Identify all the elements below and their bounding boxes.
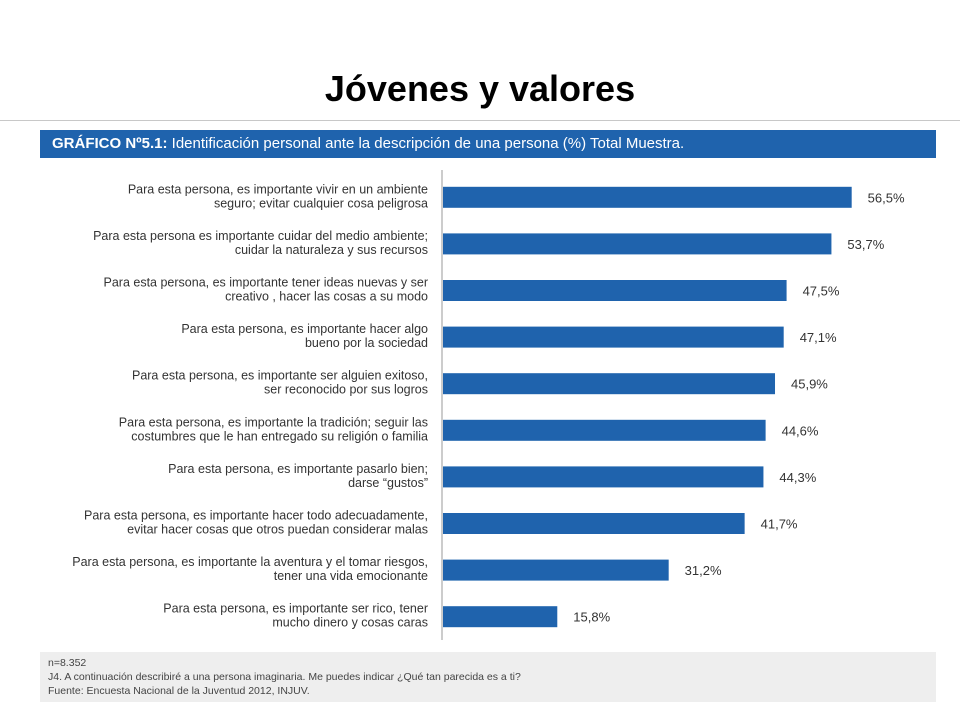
category-label: Para esta persona, es importante hacer a… — [181, 322, 428, 336]
bar — [443, 419, 766, 441]
category-label: Para esta persona, es importante vivir e… — [128, 182, 428, 196]
value-label: 45,9% — [791, 377, 828, 392]
value-label: 53,7% — [847, 237, 884, 252]
category-label: evitar hacer cosas que otros puedan cons… — [127, 523, 428, 537]
value-label: 47,1% — [800, 330, 837, 345]
bar — [443, 326, 784, 348]
category-label: cuidar la naturaleza y sus recursos — [235, 243, 428, 257]
footer-source: Fuente: Encuesta Nacional de la Juventud… — [48, 685, 310, 697]
value-label: 15,8% — [573, 610, 610, 625]
category-label: mucho dinero y cosas caras — [272, 616, 428, 630]
value-label: 31,2% — [685, 563, 722, 578]
bar — [443, 559, 669, 581]
category-label: Para esta persona es importante cuidar d… — [93, 229, 428, 243]
footer-sample-size: n=8.352 — [48, 657, 87, 669]
value-label: 47,5% — [803, 284, 840, 299]
bar — [443, 466, 764, 488]
bar — [443, 513, 745, 534]
category-label: Para esta persona, es importante ser ric… — [163, 602, 428, 616]
bar — [443, 373, 776, 395]
chart-header-text: Identificación personal ante la descripc… — [171, 135, 685, 152]
category-label: Para esta persona, es importante hacer t… — [84, 509, 428, 523]
chart-number-label: GRÁFICO Nº5.1: — [52, 135, 168, 152]
category-label: bueno por la sociedad — [305, 336, 428, 350]
category-label: creativo , hacer las cosas a su modo — [225, 290, 428, 304]
category-label: Para esta persona, es importante ser alg… — [132, 369, 428, 383]
value-label: 44,3% — [779, 470, 816, 485]
value-label: 41,7% — [761, 517, 798, 532]
title-divider — [0, 120, 960, 121]
footer-question: J4. A continuación describiré a una pers… — [48, 671, 521, 683]
category-label: Para esta persona, es importante tener i… — [104, 276, 429, 290]
category-label: Para esta persona, es importante la trad… — [119, 415, 428, 429]
category-label: Para esta persona, es importante la aven… — [72, 555, 428, 569]
bar-chart: Para esta persona, es importante vivir e… — [72, 170, 905, 640]
category-label: seguro; evitar cualquier cosa peligrosa — [214, 196, 428, 210]
category-label: Para esta persona, es importante pasarlo… — [168, 462, 428, 476]
category-label: tener una vida emocionante — [274, 569, 428, 583]
category-label: costumbres que le han entregado su relig… — [131, 429, 428, 443]
bar — [443, 280, 787, 301]
category-label: ser reconocido por sus logros — [264, 383, 428, 397]
chart-footer: n=8.352 J4. A continuación describiré a … — [40, 652, 936, 702]
bar — [443, 186, 852, 208]
value-label: 44,6% — [782, 423, 819, 438]
bar — [443, 233, 832, 255]
bar — [443, 606, 558, 628]
slide-title: Jóvenes y valores — [324, 68, 636, 109]
value-label: 56,5% — [868, 190, 905, 205]
category-label: darse “gustos” — [348, 476, 428, 490]
chart-header: GRÁFICO Nº5.1: Identificación personal a… — [40, 130, 936, 158]
